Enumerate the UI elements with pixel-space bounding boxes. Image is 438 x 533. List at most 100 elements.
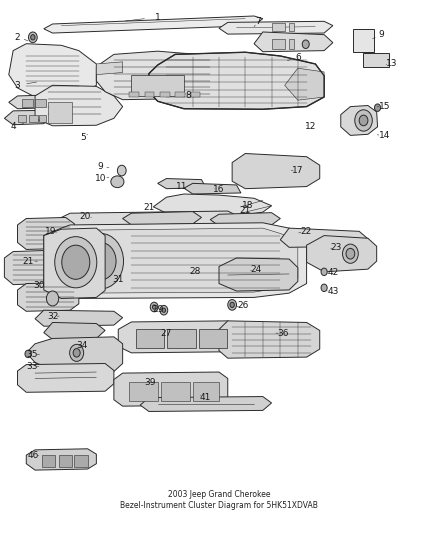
Text: 3: 3	[14, 81, 21, 90]
Circle shape	[321, 284, 327, 292]
Bar	[193, 382, 219, 401]
Polygon shape	[44, 16, 263, 33]
Circle shape	[85, 243, 116, 280]
Polygon shape	[184, 183, 241, 194]
Text: 9: 9	[378, 30, 384, 39]
Bar	[22, 99, 33, 107]
Polygon shape	[219, 321, 320, 358]
Circle shape	[150, 302, 158, 312]
Text: 35: 35	[26, 351, 37, 359]
Bar	[42, 455, 55, 467]
Polygon shape	[18, 282, 79, 311]
Circle shape	[55, 237, 97, 288]
Polygon shape	[44, 228, 105, 298]
Text: 21: 21	[143, 204, 155, 212]
Text: 13: 13	[386, 60, 398, 68]
Bar	[129, 92, 139, 97]
Polygon shape	[210, 213, 280, 226]
Polygon shape	[140, 397, 272, 411]
Circle shape	[73, 349, 80, 357]
Text: 31: 31	[113, 275, 124, 284]
Bar	[48, 102, 72, 123]
Polygon shape	[96, 62, 123, 75]
Text: 24: 24	[250, 265, 261, 274]
Polygon shape	[9, 95, 61, 109]
Bar	[175, 92, 185, 97]
Polygon shape	[158, 179, 206, 189]
Text: 26: 26	[238, 302, 249, 310]
Circle shape	[25, 350, 31, 358]
Polygon shape	[219, 21, 333, 34]
Bar	[199, 329, 227, 348]
Polygon shape	[44, 322, 105, 340]
Ellipse shape	[111, 176, 124, 188]
Circle shape	[228, 300, 237, 310]
Bar	[289, 39, 294, 49]
Circle shape	[162, 308, 166, 312]
Text: 16: 16	[213, 185, 225, 193]
Text: 2003 Jeep Grand Cherokee
Bezel-Instrument Cluster Diagram for 5HK51XDVAB: 2003 Jeep Grand Cherokee Bezel-Instrumen…	[120, 490, 318, 510]
Polygon shape	[35, 310, 123, 326]
Bar	[136, 329, 164, 348]
Bar	[39, 115, 46, 122]
Bar	[129, 382, 158, 401]
Bar	[167, 329, 196, 348]
Circle shape	[160, 305, 168, 315]
Bar	[18, 115, 26, 122]
Text: 34: 34	[77, 341, 88, 350]
Polygon shape	[44, 223, 307, 298]
Bar	[272, 23, 285, 31]
Polygon shape	[96, 51, 228, 100]
Text: 1: 1	[155, 13, 161, 21]
Circle shape	[355, 110, 372, 131]
Text: 41: 41	[199, 393, 211, 401]
Polygon shape	[26, 449, 96, 470]
FancyBboxPatch shape	[353, 29, 374, 52]
Text: 32: 32	[47, 312, 58, 321]
Polygon shape	[18, 364, 114, 392]
Text: 43: 43	[327, 287, 339, 295]
Text: 11: 11	[176, 182, 187, 191]
Circle shape	[46, 291, 59, 306]
Bar	[272, 39, 285, 49]
Text: 7: 7	[255, 17, 261, 26]
Circle shape	[78, 233, 124, 289]
Bar	[191, 92, 200, 97]
Text: 8: 8	[185, 92, 191, 100]
Text: 19: 19	[45, 227, 56, 236]
Polygon shape	[149, 52, 324, 109]
Text: 46: 46	[27, 451, 39, 460]
Polygon shape	[254, 32, 333, 52]
Text: 2: 2	[15, 33, 20, 42]
Text: 22: 22	[300, 227, 311, 236]
Text: 27: 27	[160, 329, 171, 338]
Text: 20: 20	[80, 212, 91, 221]
Bar	[289, 23, 294, 31]
Bar	[160, 92, 170, 97]
Polygon shape	[153, 194, 272, 215]
Circle shape	[28, 32, 37, 43]
Bar	[131, 75, 184, 96]
Polygon shape	[26, 337, 123, 373]
Polygon shape	[280, 228, 368, 247]
Polygon shape	[285, 68, 324, 100]
Polygon shape	[341, 106, 378, 135]
Polygon shape	[118, 321, 241, 353]
Polygon shape	[53, 228, 298, 293]
Circle shape	[152, 305, 156, 309]
Text: 6: 6	[295, 53, 301, 62]
FancyBboxPatch shape	[363, 53, 389, 67]
Bar	[145, 92, 154, 97]
Text: 10: 10	[95, 174, 106, 182]
Polygon shape	[219, 258, 298, 291]
Polygon shape	[18, 217, 74, 249]
Polygon shape	[35, 85, 123, 126]
Circle shape	[302, 40, 309, 49]
Text: 42: 42	[327, 269, 339, 277]
Polygon shape	[4, 110, 53, 125]
Text: 36: 36	[278, 329, 289, 337]
Text: 15: 15	[379, 102, 390, 111]
Text: 39: 39	[144, 378, 155, 387]
Polygon shape	[57, 211, 241, 227]
Circle shape	[374, 104, 381, 111]
